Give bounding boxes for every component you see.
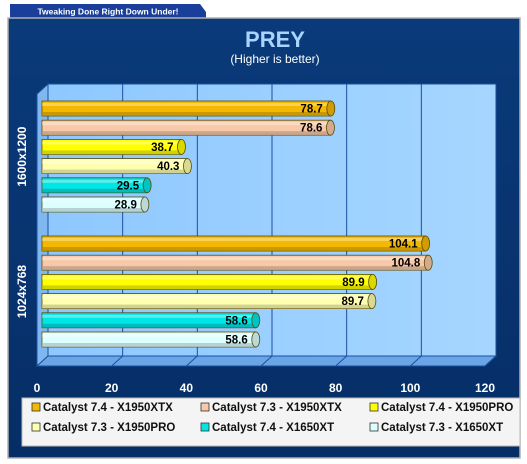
bar-value-label: 78.6 [300,123,322,135]
bar: 28.9 [41,196,150,213]
legend-swatch [369,402,379,412]
legend-label: Catalyst 7.3 - X1950PRO [43,422,175,434]
legend-item: Catalyst 7.4 - X1950XTX [31,402,173,414]
x-tick-label: 120 [475,381,495,395]
bars: 78.7 78.6 38.7 40.3 29.5 28.9 104.1 104.8 89.9 89… [41,100,433,348]
bar: 40.3 [41,158,192,175]
legend-label: Catalyst 7.4 - X1950PRO [381,402,513,414]
category-label: 1024x768 [15,265,29,319]
grid-line-floor [409,355,422,367]
bar-value-label: 28.9 [115,200,137,212]
legend-swatch [31,402,41,412]
grid-line-floor [484,355,497,367]
grid-line-floor [185,355,198,367]
category-label: 1600x1200 [15,126,29,186]
legend-item: Catalyst 7.4 - X1950PRO [369,402,513,414]
bar-value-label: 78.7 [300,104,322,116]
bar-value-label: 40.3 [157,161,179,173]
bar: 78.6 [41,119,335,136]
legend-item: Catalyst 7.3 - X1950PRO [31,422,175,434]
legend-box [21,397,521,447]
legend-item: Catalyst 7.3 - X1650XT [369,422,503,434]
bar: 104.1 [41,235,431,252]
legend: Catalyst 7.4 - X1950XTX Catalyst 7.3 - X1… [31,402,513,434]
legend-label: Catalyst 7.4 - X1650XT [212,422,334,434]
x-axis: 0 20 40 60 80 100 120 [34,381,496,395]
grid-line-floor [260,355,273,367]
x-tick-label: 40 [180,381,194,395]
chart-title: PREY [245,27,305,52]
bar: 78.7 [41,100,336,117]
bar: 38.7 [41,138,186,155]
bar-value-label: 89.9 [342,277,364,289]
legend-swatch [31,422,41,432]
x-tick-label: 20 [105,381,119,395]
legend-label: Catalyst 7.3 - X1650XT [381,422,503,434]
legend-label: Catalyst 7.3 - X1950XTX [212,402,342,414]
legend-label: Catalyst 7.4 - X1950XTX [43,402,173,414]
bar-value-label: 29.5 [117,180,140,192]
x-tick-label: 60 [254,381,268,395]
grid-line-floor [335,355,348,367]
bar-value-label: 89.7 [341,296,363,308]
banner-tab [10,4,206,18]
bar-value-label: 104.1 [389,239,418,251]
x-tick-label: 80 [329,381,343,395]
bar: 104.8 [41,254,433,271]
bar-value-label: 58.6 [225,335,247,347]
x-tick-label: 100 [400,381,420,395]
y-axis: 1600x1200 1024x768 [15,126,29,318]
chart-subtitle: (Higher is better) [230,52,319,66]
bar: 58.6 [41,331,261,348]
bar: 89.7 [41,293,377,310]
bar: 89.9 [41,273,378,290]
bar: 58.6 [41,312,261,329]
legend-swatch [200,402,210,412]
legend-swatch [369,422,379,432]
legend-swatch [200,422,210,432]
banner-text: Tweaking Done Right Down Under! [37,7,178,17]
x-tick-label: 0 [34,381,41,395]
grid-line-floor [111,355,124,367]
bar-value-label: 104.8 [391,258,420,270]
bar-value-label: 58.6 [225,315,247,327]
bar: 29.5 [41,177,152,194]
bar-value-label: 38.7 [151,142,173,154]
legend-item: Catalyst 7.3 - X1950XTX [200,402,342,414]
legend-item: Catalyst 7.4 - X1650XT [200,422,334,434]
